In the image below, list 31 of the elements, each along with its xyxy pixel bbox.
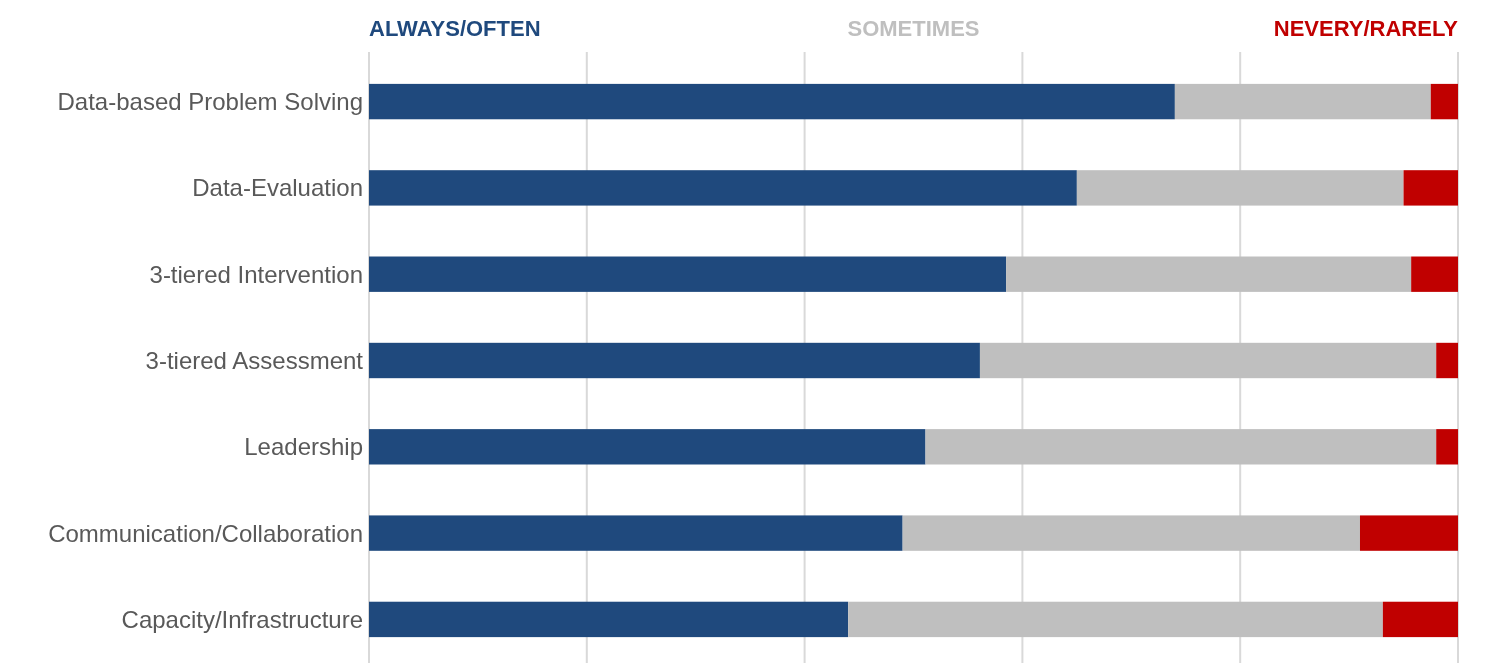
y-tick-label: Communication/Collaboration	[48, 519, 363, 547]
bar	[1006, 256, 1412, 292]
bar	[1436, 342, 1458, 379]
y-tick-label: Data-Evaluation	[192, 174, 363, 202]
bar	[1174, 83, 1431, 120]
y-tick-label: Data-based Problem Solving	[57, 88, 363, 116]
bar	[1382, 601, 1458, 638]
bar	[369, 429, 926, 465]
bar	[1076, 170, 1404, 206]
bar	[369, 515, 903, 551]
bar	[925, 429, 1437, 465]
bar	[1430, 83, 1459, 120]
bar	[1436, 429, 1458, 465]
bar	[369, 342, 980, 379]
bar	[369, 601, 849, 638]
text: SOMETIMES	[847, 16, 980, 41]
bar	[848, 601, 1383, 638]
bar	[369, 83, 1175, 120]
series-label: NEVERY/RARELY	[1273, 16, 1459, 41]
y-tick-label: Capacity/Infrastructure	[121, 605, 363, 633]
y-tick-label: 3-tiered Intervention	[149, 260, 363, 288]
bar	[369, 170, 1077, 206]
bar	[979, 342, 1437, 379]
y-tick-label: Leadership	[244, 433, 363, 461]
bar	[902, 515, 1360, 551]
series-label: ALWAYS/OFTEN	[369, 16, 541, 41]
y-tick-label: 3-tiered Assessment	[145, 347, 364, 374]
bar	[369, 256, 1007, 292]
bar	[1359, 515, 1458, 551]
bar	[1411, 256, 1458, 292]
bar	[1403, 170, 1458, 206]
